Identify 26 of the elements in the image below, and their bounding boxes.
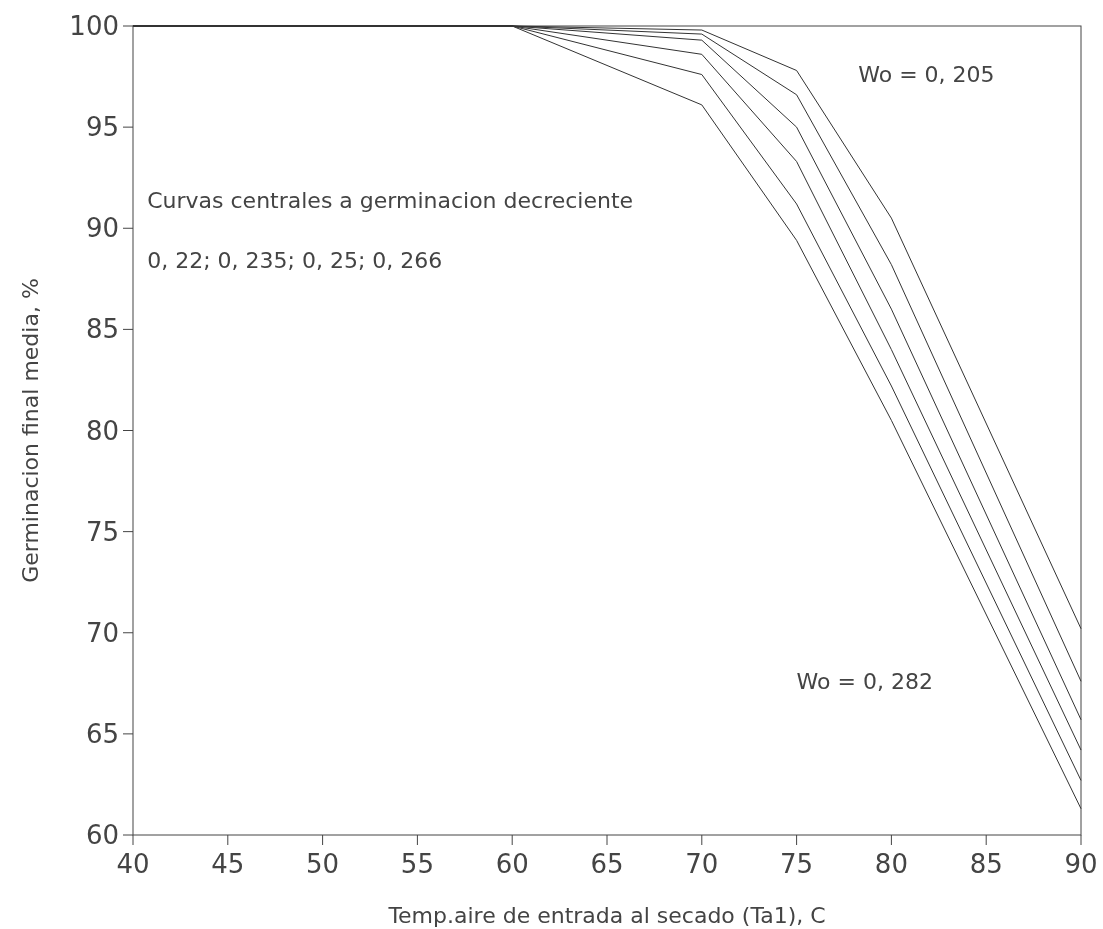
x-tick-label: 70 [685, 849, 719, 879]
y-tick-label: 85 [85, 314, 119, 345]
x-tick-label: 80 [874, 849, 908, 879]
x-tick-label: 45 [211, 849, 245, 879]
y-tick-label: 100 [69, 11, 119, 42]
y-tick-label: 95 [85, 112, 119, 143]
y-tick-label: 60 [85, 820, 119, 851]
x-tick-label: 90 [1064, 849, 1098, 879]
annotation: Wo = 0, 282 [796, 668, 933, 694]
x-tick-label: 50 [306, 849, 340, 879]
y-axis-title: Germinacion final media, % [18, 278, 43, 583]
x-tick-label: 85 [969, 849, 1003, 879]
y-tick-label: 90 [85, 213, 119, 244]
y-tick-label: 75 [85, 516, 119, 547]
x-tick-label: 40 [116, 849, 150, 879]
x-axis-title: Temp.aire de entrada al secado (Ta1), C [387, 903, 826, 928]
y-tick-label: 70 [85, 617, 119, 648]
annotation: Curvas centrales a germinacion decreciente [147, 187, 634, 213]
y-tick-label: 80 [85, 415, 119, 446]
x-tick-label: 75 [780, 849, 814, 879]
annotation: 0, 22; 0, 235; 0, 25; 0, 266 [147, 248, 443, 274]
y-tick-label: 65 [85, 718, 119, 749]
x-tick-label: 65 [590, 849, 624, 879]
x-tick-label: 55 [400, 849, 434, 879]
x-tick-label: 60 [495, 849, 529, 879]
annotation: Wo = 0, 205 [858, 62, 995, 88]
